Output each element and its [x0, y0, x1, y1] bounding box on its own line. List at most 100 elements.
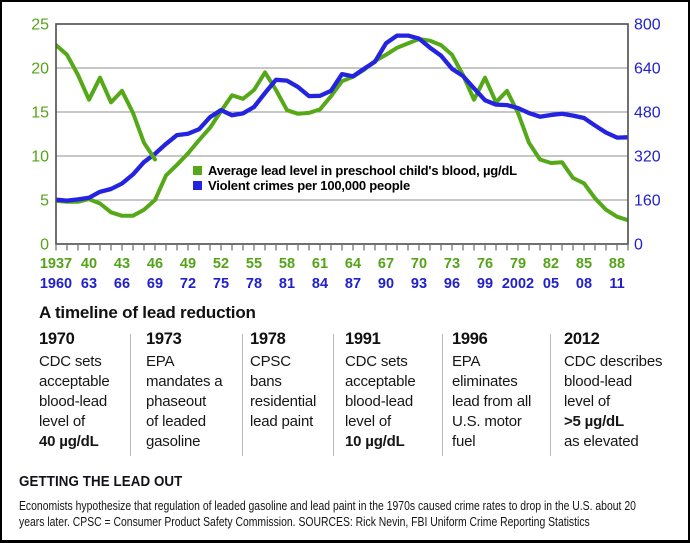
timeline-event-text: CDC describes [564, 353, 663, 370]
lead-series-swatch-icon [193, 166, 202, 175]
lead-level-line [56, 37, 628, 223]
timeline-events: 1970 CDC sets acceptable blood-lead level of… [2, 330, 688, 465]
timeline-event-year: 1991 [345, 330, 381, 348]
x-axis-green-year-label: 67 [378, 256, 394, 272]
x-axis-green-year-label: 49 [180, 256, 196, 272]
x-axis-green-year-label: 73 [444, 256, 460, 272]
lead-level-line-overlay [56, 43, 157, 162]
timeline-event-1978: 1978 CPSC bans residential lead paint [250, 330, 350, 432]
timeline-event-text: lead paint [250, 413, 314, 430]
x-axis-blue-year-label: 78 [246, 276, 262, 292]
timeline-event-text: residential [250, 393, 317, 410]
x-axis-blue-year-label: 05 [543, 276, 559, 292]
left-axis-tick-label: 25 [31, 17, 49, 34]
timeline-event-year: 1970 [39, 330, 75, 348]
x-axis-green-year-label: 40 [81, 256, 97, 272]
timeline-event-year: 1973 [146, 330, 182, 348]
timeline-event-text: of leaded [146, 413, 206, 430]
x-axis-blue-year-label: 81 [279, 276, 295, 292]
timeline-event-year: 1978 [250, 330, 286, 348]
x-axis-green-year-label: 64 [345, 256, 361, 272]
right-axis-tick-label: 0 [634, 237, 643, 254]
right-axis-tick-label: 480 [634, 105, 661, 122]
x-axis-blue-year-label: 08 [576, 276, 592, 292]
x-axis-green-year-label: 58 [279, 256, 295, 272]
right-axis-tick-label: 320 [634, 149, 661, 166]
x-axis-green-year-label: 1937 [40, 256, 72, 272]
timeline-event-1970: 1970 CDC sets acceptable blood-lead level of… [39, 330, 139, 452]
timeline-event-text: CPSC [250, 353, 291, 370]
right-axis-tick-label: 640 [634, 61, 661, 78]
left-axis-tick-label: 20 [31, 61, 49, 78]
legend-row-lead: Average lead level in preschool child's … [193, 163, 517, 178]
timeline-event-text: CDC sets [345, 353, 408, 370]
timeline-event-text: 40 µg/dL [39, 433, 99, 450]
x-axis-green-year-label: 70 [411, 256, 427, 272]
timeline-event-year: 2012 [564, 330, 600, 348]
x-axis-blue-year-label: 99 [477, 276, 493, 292]
timeline-separator [242, 334, 243, 456]
timeline-event-text: lead from all [452, 393, 532, 410]
crime-series-swatch-icon [193, 181, 202, 190]
timeline-event-text: mandates a [146, 373, 223, 390]
timeline-event-text: level of [39, 413, 85, 430]
timeline-event-text: >5 µg/dL [564, 413, 624, 430]
timeline-separator [442, 334, 443, 456]
x-axis-green-year-label: 76 [477, 256, 493, 272]
timeline-event-year: 1996 [452, 330, 488, 348]
x-axis-green-year-label: 43 [114, 256, 130, 272]
x-axis-green-year-label: 55 [246, 256, 262, 272]
x-axis-green-year-label: 85 [576, 256, 592, 272]
timeline-separator [550, 334, 551, 456]
x-axis-blue-year-label: 63 [81, 276, 97, 292]
x-axis-blue-year-label: 11 [609, 276, 624, 292]
legend-row-crime: Violent crimes per 100,000 people [193, 178, 517, 193]
x-axis-green-year-label: 61 [312, 256, 328, 272]
footer-caption-line1: Economists hypothesize that regulation o… [19, 498, 636, 513]
right-axis-tick-label: 160 [634, 193, 661, 210]
timeline-event-text: acceptable [39, 373, 110, 390]
x-axis-blue-year-label: 1960 [40, 276, 72, 292]
left-axis-tick-label: 0 [40, 237, 49, 254]
x-axis-green-year-label: 46 [147, 256, 163, 272]
timeline-event-text: U.S. motor [452, 413, 522, 430]
timeline-event-text: EPA [146, 353, 175, 370]
timeline-event-text: as elevated [564, 433, 639, 450]
x-axis-green-year-label: 79 [510, 256, 526, 272]
footer-heading: GETTING THE LEAD OUT [19, 474, 183, 490]
left-axis-tick-label: 5 [40, 193, 49, 210]
timeline-event-text: blood-lead [39, 393, 108, 410]
x-axis-blue-year-label: 96 [444, 276, 460, 292]
legend-label-lead: Average lead level in preschool child's … [208, 163, 517, 178]
timeline-event-text: phaseout [146, 393, 207, 410]
plot-border [55, 23, 629, 245]
x-axis-blue-year-label: 84 [312, 276, 328, 292]
x-axis-blue-year-label: 90 [378, 276, 394, 292]
timeline-separator [333, 334, 334, 456]
timeline-event-text: 10 µg/dL [345, 433, 405, 450]
x-axis-blue-year-label: 2002 [502, 276, 534, 292]
timeline-event-text: CDC sets [39, 353, 102, 370]
timeline-event-text: eliminates [452, 373, 518, 390]
x-axis-green-year-label: 88 [609, 256, 625, 272]
x-axis-blue-year-label: 66 [114, 276, 130, 292]
timeline-event-text: blood-lead [345, 393, 414, 410]
x-axis-green-year-label: 52 [213, 256, 229, 272]
legend-label-crime: Violent crimes per 100,000 people [208, 178, 410, 193]
timeline-event-text: fuel [452, 433, 476, 450]
timeline-event-2012: 2012 CDC describes blood-lead level of >5 µg… [564, 330, 664, 452]
x-axis-blue-year-label: 87 [345, 276, 361, 292]
timeline-event-text: bans [250, 373, 282, 390]
timeline-event-text: acceptable [345, 373, 416, 390]
footer-caption: Economists hypothesize that regulation o… [19, 498, 688, 530]
timeline-event-text: level of [564, 393, 610, 410]
timeline-event-text: blood-lead [564, 373, 633, 390]
timeline-separator [130, 334, 131, 456]
timeline-event-1996: 1996 EPA eliminates lead from all U.S. motor… [452, 330, 552, 452]
x-axis-green-year-label: 82 [543, 256, 559, 272]
timeline-title: A timeline of lead reduction [39, 303, 256, 322]
right-axis-tick-label: 800 [634, 17, 661, 34]
timeline-event-text: level of [345, 413, 391, 430]
